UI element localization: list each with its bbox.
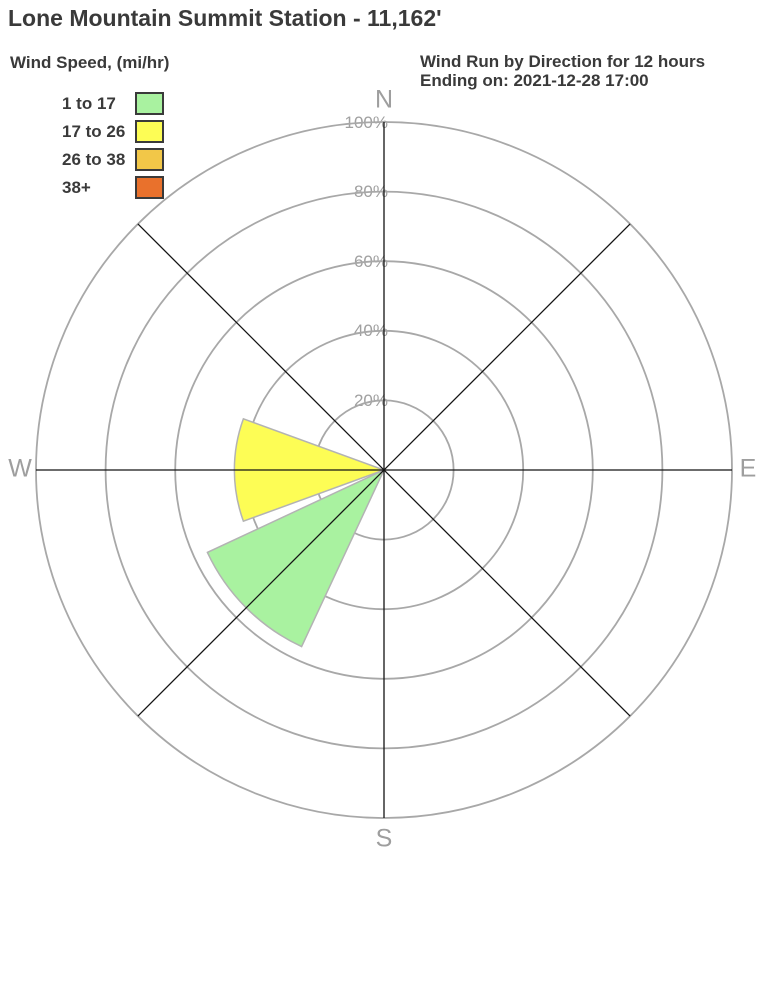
ring-label-40: 40% xyxy=(353,321,388,340)
legend-item-label: 38+ xyxy=(62,177,91,197)
legend-item-26-to-38: 26 to 38 xyxy=(62,148,164,171)
legend-item-1-to-17: 1 to 17 xyxy=(62,92,164,115)
legend-swatch-yellow xyxy=(135,120,164,143)
legend-item-label: 1 to 17 xyxy=(62,93,116,113)
legend-item-38-plus: 38+ xyxy=(62,176,164,199)
ring-label-20: 20% xyxy=(353,391,388,410)
compass-label-north: N xyxy=(374,85,394,114)
legend-swatch-amber xyxy=(135,148,164,171)
chart-subtitle: Wind Run by Direction for 12 hours Endin… xyxy=(420,52,705,90)
legend-title: Wind Speed, (mi/hr) xyxy=(10,53,170,72)
axis-line-135deg xyxy=(137,223,631,717)
chart-subtitle-line1: Wind Run by Direction for 12 hours xyxy=(420,52,706,71)
compass-label-south: S xyxy=(375,824,393,853)
page-title: Lone Mountain Summit Station - 11,162' xyxy=(8,5,442,31)
compass-label-west: W xyxy=(8,454,32,483)
legend-item-label: 26 to 38 xyxy=(62,149,126,169)
compass-label-east: E xyxy=(739,454,757,483)
legend-swatch-green xyxy=(135,92,164,115)
chart-subtitle-line2: Ending on: 2021-12-28 17:00 xyxy=(420,71,649,90)
legend-swatch-orange xyxy=(135,176,164,199)
legend-item-17-to-26: 17 to 26 xyxy=(62,120,164,143)
wind-speed-legend: 1 to 17 17 to 26 26 to 38 38+ xyxy=(62,92,164,204)
legend-item-label: 17 to 26 xyxy=(62,121,126,141)
